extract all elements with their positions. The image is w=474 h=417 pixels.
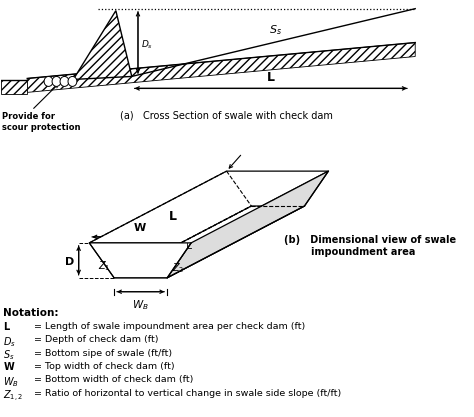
Text: $Z_{1,2}$: $Z_{1,2}$	[3, 389, 24, 404]
Polygon shape	[89, 243, 191, 278]
Text: W: W	[3, 362, 14, 372]
Text: = Top width of check dam (ft): = Top width of check dam (ft)	[34, 362, 175, 371]
Text: L: L	[267, 71, 275, 84]
Text: $W_B$: $W_B$	[3, 375, 19, 389]
Text: $Z_2$: $Z_2$	[172, 261, 184, 275]
Text: L: L	[169, 211, 177, 224]
Polygon shape	[73, 11, 132, 79]
Text: D: D	[65, 257, 74, 267]
Text: = Ratio of horizontal to vertical change in swale side slope (ft/ft): = Ratio of horizontal to vertical change…	[34, 389, 342, 398]
Text: $Z_1$: $Z_1$	[98, 259, 110, 273]
Text: (b)   Dimensional view of swale
        impoundment area: (b) Dimensional view of swale impoundmen…	[284, 235, 456, 256]
Text: $W_B$: $W_B$	[132, 298, 149, 311]
Text: $S_s$: $S_s$	[269, 24, 282, 38]
Circle shape	[68, 76, 77, 86]
Polygon shape	[89, 171, 328, 243]
Text: = Length of swale impoundment area per check dam (ft): = Length of swale impoundment area per c…	[34, 322, 306, 331]
Text: L: L	[3, 322, 9, 332]
Text: = Depth of check dam (ft): = Depth of check dam (ft)	[34, 335, 159, 344]
Polygon shape	[114, 206, 304, 278]
Text: W: W	[134, 223, 146, 233]
Text: $D_s$: $D_s$	[3, 335, 16, 349]
Text: $S_s$: $S_s$	[3, 349, 15, 362]
Polygon shape	[0, 80, 27, 94]
Text: $D_s$: $D_s$	[141, 38, 153, 51]
Circle shape	[44, 76, 53, 86]
Polygon shape	[27, 43, 415, 93]
Text: (a)   Cross Section of swale with check dam: (a) Cross Section of swale with check da…	[120, 111, 333, 121]
Text: Provide for
scour protection: Provide for scour protection	[2, 112, 81, 132]
Circle shape	[52, 76, 61, 86]
Text: = Bottom sipe of swale (ft/ft): = Bottom sipe of swale (ft/ft)	[34, 349, 173, 357]
Circle shape	[60, 76, 69, 86]
Text: Notation:: Notation:	[3, 308, 59, 318]
Polygon shape	[167, 171, 328, 278]
Text: = Bottom width of check dam (ft): = Bottom width of check dam (ft)	[34, 375, 194, 384]
